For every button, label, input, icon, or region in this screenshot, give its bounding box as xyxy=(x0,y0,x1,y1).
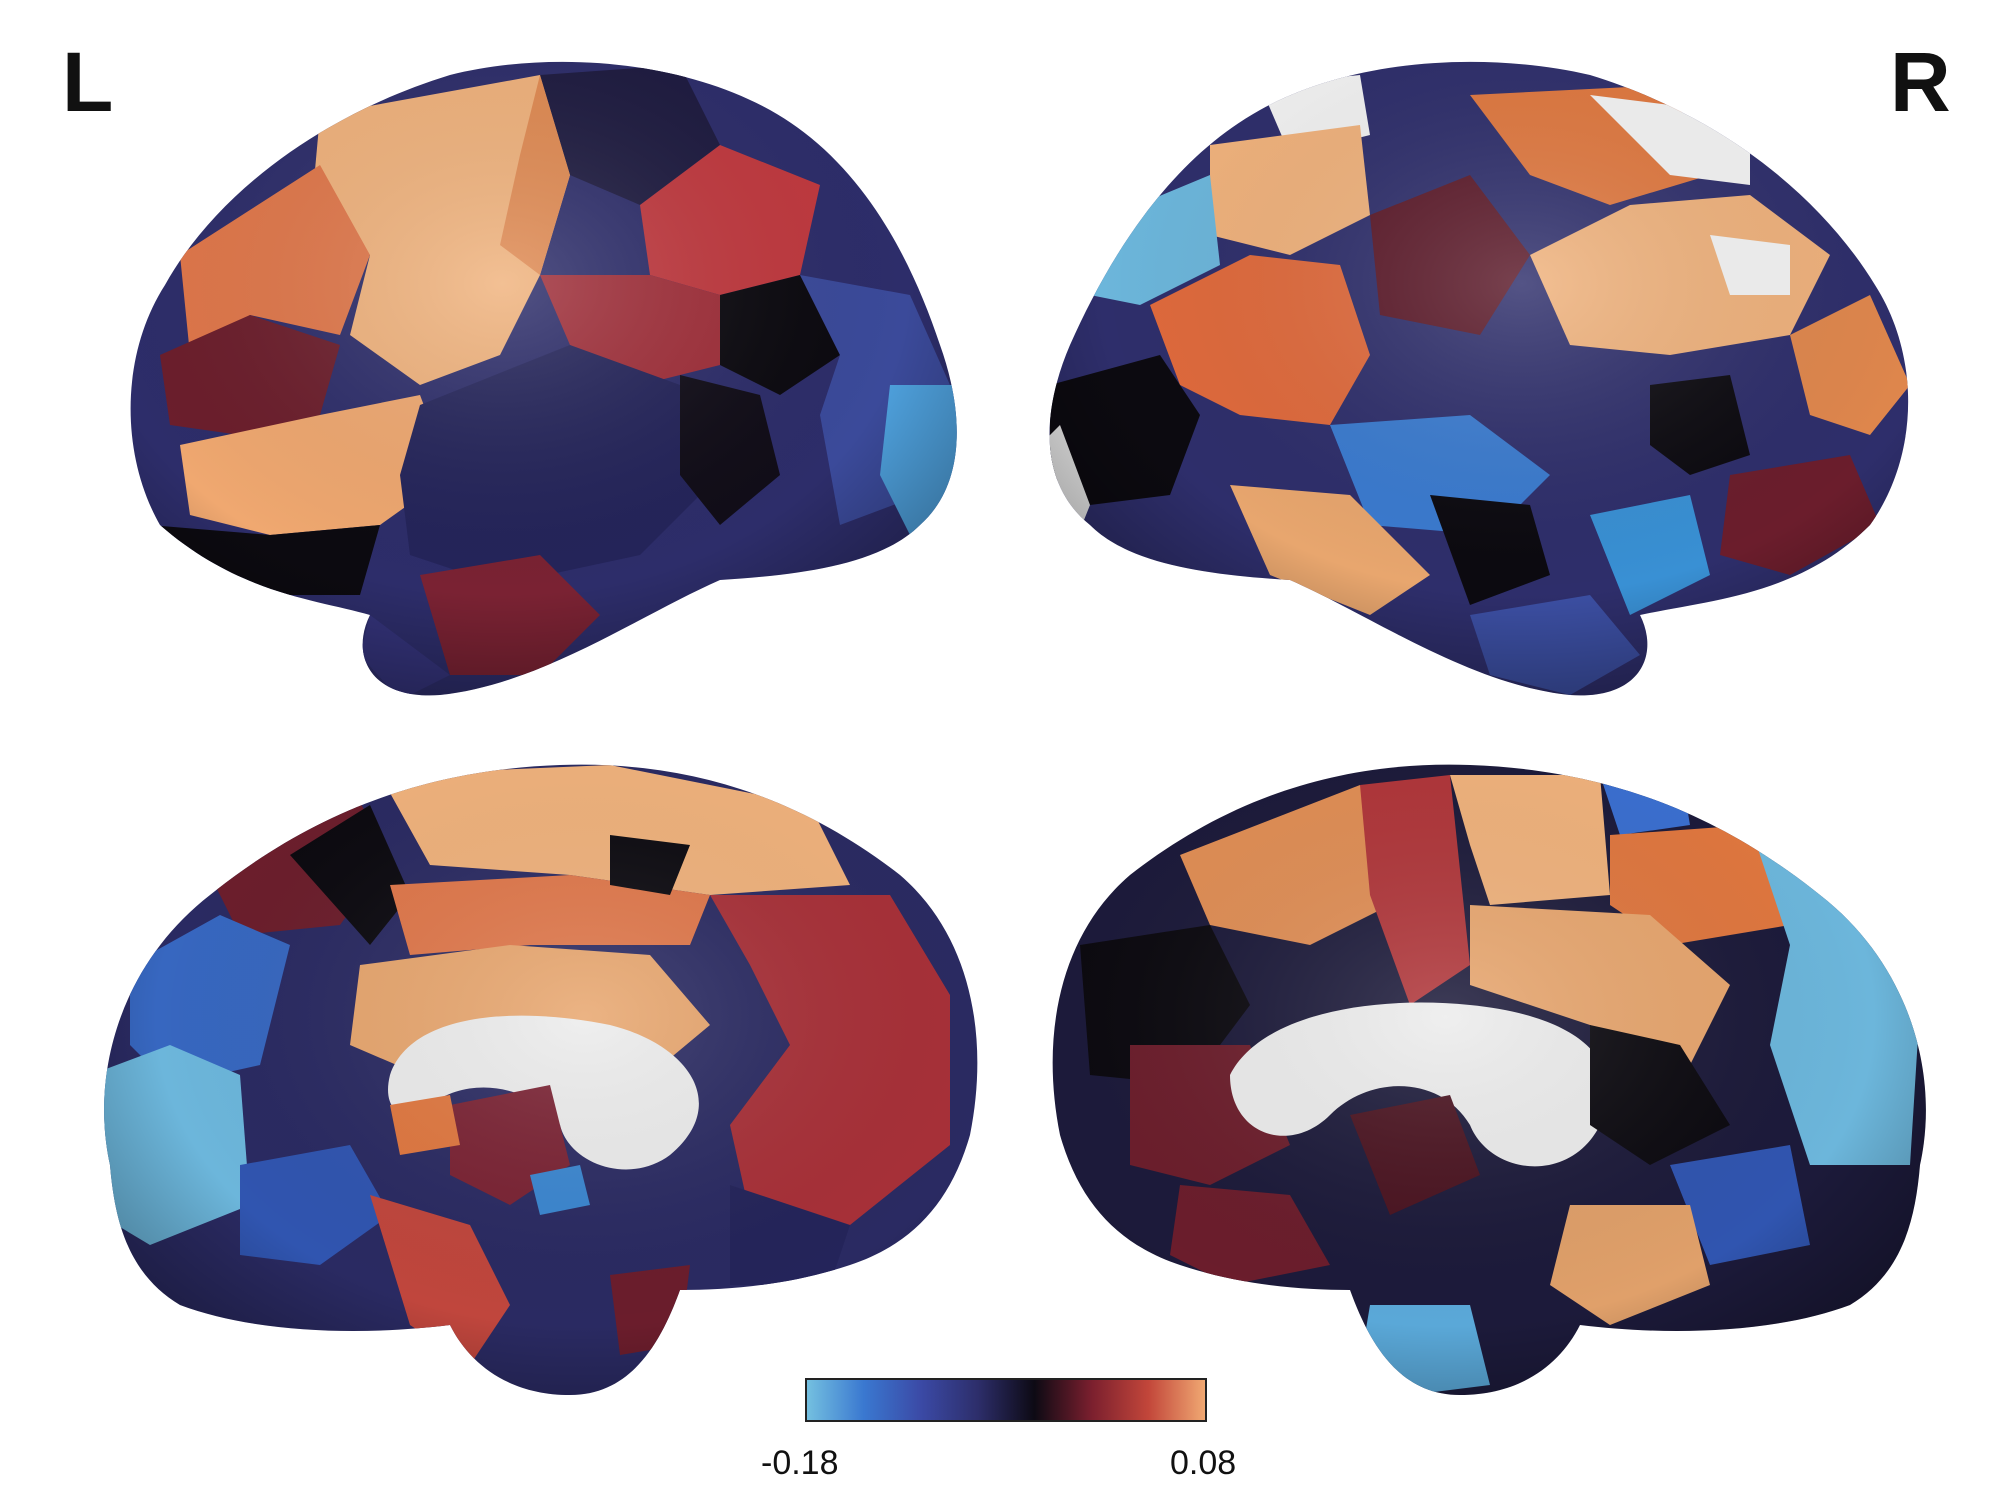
right-lateral-brain xyxy=(1049,61,1909,696)
left-medial-brain xyxy=(104,764,978,1395)
right-medial-brain xyxy=(1052,764,1926,1395)
left-lateral-brain xyxy=(130,61,957,696)
colorbar xyxy=(805,1378,1207,1422)
surface-shading xyxy=(1052,764,1926,1395)
colorbar-min-label: -0.18 xyxy=(761,1444,839,1482)
surface-shading xyxy=(104,764,978,1395)
surface-shading xyxy=(1049,61,1909,696)
left-hemisphere-label: L xyxy=(62,35,114,129)
right-hemisphere-label: R xyxy=(1890,35,1951,129)
surface-shading xyxy=(130,61,957,696)
colorbar-max-label: 0.08 xyxy=(1170,1444,1237,1482)
